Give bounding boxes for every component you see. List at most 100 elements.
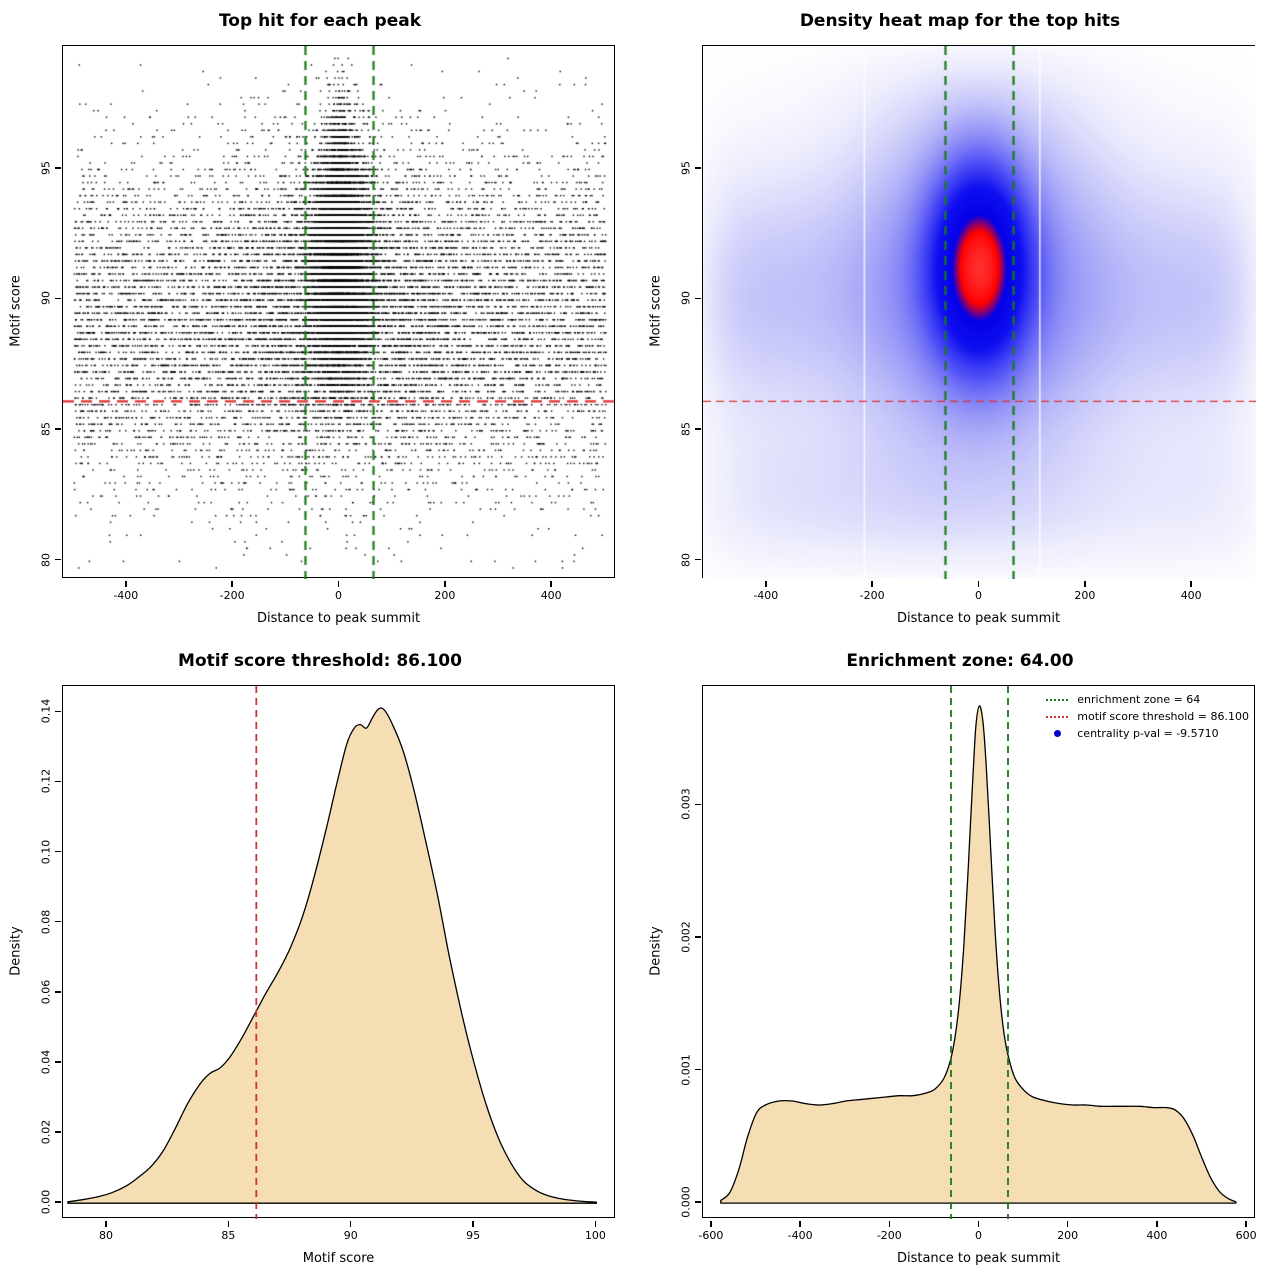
x-tick-mark (349, 1220, 352, 1227)
x-tick-label: 0 (975, 589, 982, 602)
x-tick-mark (105, 1220, 107, 1227)
y-tick-mark (694, 428, 701, 430)
y-tick-mark (54, 428, 61, 430)
plot-title: Top hit for each peak (218, 11, 422, 31)
y-tick-label: 0.12 (39, 769, 53, 794)
x-tick-mark (977, 580, 980, 587)
x-tick-label: 85 (221, 1229, 236, 1242)
x-tick-label: -200 (859, 589, 885, 602)
panel-enrichment-zone-density: Enrichment zone: 64.00 Density enrichmen… (640, 640, 1280, 1280)
y-tick-mark (54, 558, 61, 561)
y-tick-label: 0.001 (679, 1053, 693, 1086)
y-tick-label: 0.10 (39, 839, 53, 864)
score-density-svg (67, 686, 598, 1219)
x-axis-label: Distance to peak summit (896, 611, 1061, 626)
x-tick-mark (799, 1220, 801, 1227)
plot-area (702, 45, 1256, 579)
x-tick-label: -600 (698, 1229, 724, 1242)
x-tick-mark (472, 1220, 474, 1227)
x-tick-mark (550, 580, 552, 587)
y-tick-label: 0.08 (39, 909, 53, 934)
y-tick-label: 0.06 (39, 979, 53, 1005)
x-tick-mark (1156, 1220, 1158, 1227)
y-tick-label: 90 (679, 291, 693, 306)
score-threshold-line-icon (1046, 715, 1069, 718)
y-tick-label: 0.14 (39, 699, 53, 724)
x-tick-mark (125, 580, 127, 587)
plot-area (62, 45, 616, 579)
y-tick-mark (54, 710, 61, 713)
legend: enrichment zone = 64 motif score thresho… (1042, 691, 1249, 742)
x-tick-label: 200 (1074, 589, 1096, 602)
y-tick-mark (54, 850, 61, 853)
y-tick-label: 0.003 (679, 788, 693, 821)
y-tick-label: 95 (679, 160, 693, 175)
y-tick-mark (694, 803, 701, 806)
y-tick-mark (694, 1068, 701, 1071)
legend-swatch-wrap (1042, 730, 1072, 737)
x-tick-label: 600 (1235, 1229, 1257, 1242)
y-tick-mark (54, 1061, 61, 1063)
plot-area: enrichment zone = 64 motif score thresho… (702, 685, 1255, 1219)
legend-item-score-threshold: motif score threshold = 86.100 (1042, 708, 1249, 725)
density-curve (720, 705, 1237, 1204)
plot-title: Enrichment zone: 64.00 (846, 651, 1074, 671)
y-tick-label: 0.02 (39, 1119, 53, 1145)
enrichment-zone-line-icon (1046, 698, 1069, 701)
plot-area (62, 685, 615, 1219)
x-tick-mark (594, 1220, 597, 1227)
legend-swatch-wrap (1042, 698, 1072, 701)
x-tick-mark (977, 1220, 980, 1227)
legend-item-enrichment-zone: enrichment zone = 64 (1042, 691, 1249, 708)
legend-label: motif score threshold = 86.100 (1077, 710, 1249, 723)
y-tick-mark (694, 936, 701, 938)
x-tick-label: 200 (434, 589, 456, 602)
x-tick-label: 0 (975, 1229, 982, 1242)
legend-label: enrichment zone = 64 (1077, 693, 1201, 706)
x-tick-label: 400 (540, 589, 562, 602)
distance-density-svg (720, 686, 1237, 1219)
x-tick-label: 95 (466, 1229, 481, 1242)
x-tick-label: 400 (1180, 589, 1202, 602)
y-tick-label: 80 (679, 552, 693, 567)
panel-top-hits-scatter: Top hit for each peak Motif score Distan… (0, 0, 640, 640)
y-tick-mark (694, 297, 701, 300)
panel-density-heatmap: Density heat map for the top hits Motif … (640, 0, 1280, 640)
y-tick-label: 0.000 (679, 1186, 693, 1218)
legend-label: centrality p-val = -9.5710 (1077, 727, 1219, 740)
y-tick-mark (694, 558, 701, 561)
y-tick-mark (54, 297, 61, 300)
x-tick-label: 200 (1057, 1229, 1079, 1242)
y-tick-label: 95 (39, 160, 53, 175)
plot-title: Motif score threshold: 86.100 (178, 651, 462, 671)
y-tick-mark (54, 780, 61, 783)
y-tick-mark (54, 920, 61, 923)
x-axis-label: Distance to peak summit (256, 611, 421, 626)
x-tick-mark (871, 580, 873, 587)
y-tick-label: 85 (39, 422, 53, 437)
y-axis-label: Density (648, 926, 664, 976)
y-tick-label: 0.002 (679, 921, 693, 953)
heatmap-canvas (703, 46, 1256, 579)
y-tick-mark (54, 991, 61, 993)
x-axis-label: Distance to peak summit (896, 1251, 1061, 1266)
x-tick-label: -400 (787, 1229, 813, 1242)
y-tick-mark (694, 1201, 701, 1203)
x-tick-label: -400 (753, 589, 779, 602)
x-tick-mark (765, 580, 767, 587)
centrality-pval-point-icon (1053, 730, 1061, 737)
x-tick-mark (710, 1220, 712, 1227)
x-tick-label: 400 (1146, 1229, 1168, 1242)
y-tick-mark (54, 167, 61, 169)
x-tick-mark (888, 1220, 891, 1227)
y-tick-label: 80 (39, 552, 53, 567)
y-tick-label: 90 (39, 291, 53, 306)
panel-motif-score-density: Motif score threshold: 86.100 Density Mo… (0, 640, 640, 1280)
y-axis-label: Motif score (648, 275, 664, 347)
y-tick-label: 85 (679, 422, 693, 437)
x-tick-label: 90 (343, 1229, 358, 1242)
plot-title: Density heat map for the top hits (799, 11, 1121, 31)
x-tick-label: -400 (113, 589, 139, 602)
y-axis-label: Density (8, 926, 24, 976)
